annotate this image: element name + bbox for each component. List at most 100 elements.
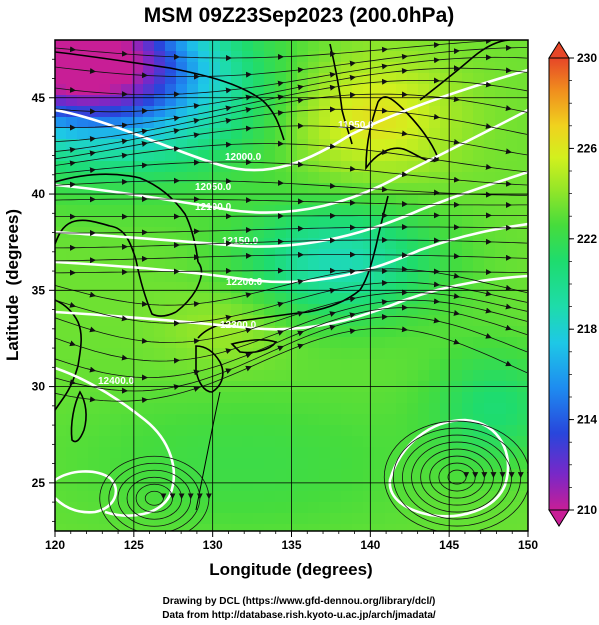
field-cell	[66, 491, 78, 503]
field-cell	[517, 51, 528, 63]
field-cell	[253, 73, 265, 85]
field-cell	[407, 51, 419, 63]
field-cell	[253, 315, 265, 327]
field-cell	[99, 359, 111, 371]
field-cell	[154, 425, 166, 437]
field-cell	[396, 502, 408, 514]
field-cell	[429, 260, 441, 272]
field-cell	[209, 51, 221, 63]
field-cell	[517, 183, 528, 195]
field-cell	[451, 480, 463, 492]
field-cell	[517, 491, 528, 503]
field-cell	[77, 40, 89, 52]
field-cell	[495, 128, 507, 140]
contour-line	[55, 68, 528, 172]
field-cell	[517, 403, 528, 415]
field-cell	[209, 282, 221, 294]
field-cell	[407, 194, 419, 206]
y-tick-label: 45	[32, 91, 46, 105]
field-cell	[88, 205, 100, 217]
field-cell	[231, 414, 243, 426]
field-cell	[319, 117, 331, 129]
field-cell	[330, 392, 342, 404]
field-cell	[462, 249, 474, 261]
x-axis-label: Longitude (degrees)	[209, 560, 372, 579]
field-cell	[253, 128, 265, 140]
field-cell	[352, 513, 364, 525]
field-cell	[77, 260, 89, 272]
field-cell	[55, 150, 67, 162]
wind-arrow	[349, 74, 356, 81]
field-cell	[55, 205, 67, 217]
field-cell	[462, 315, 474, 327]
wind-arrow	[505, 148, 512, 155]
field-cell	[165, 458, 177, 470]
field-cell	[297, 106, 309, 118]
field-cell	[429, 359, 441, 371]
field-cell	[418, 172, 430, 184]
x-tick-label: 125	[124, 538, 144, 552]
field-cell	[143, 414, 155, 426]
field-cell	[253, 359, 265, 371]
field-cell	[143, 524, 155, 531]
field-cell	[231, 150, 243, 162]
field-cell	[231, 370, 243, 382]
field-cell	[220, 106, 232, 118]
field-cell	[66, 348, 78, 360]
field-cell	[165, 370, 177, 382]
field-cell	[220, 183, 232, 195]
coastline-hokkaido	[365, 96, 439, 171]
field-cell	[275, 183, 287, 195]
field-cell	[297, 183, 309, 195]
field-cell	[418, 51, 430, 63]
field-cell	[242, 95, 254, 107]
field-cell	[264, 117, 276, 129]
field-cell	[297, 62, 309, 74]
field-cell	[462, 183, 474, 195]
field-cell	[143, 502, 155, 514]
field-cell	[396, 359, 408, 371]
field-cell	[506, 62, 518, 74]
field-cell	[341, 227, 353, 239]
field-cell	[385, 458, 397, 470]
field-cell	[517, 315, 528, 327]
field-cell	[440, 447, 452, 459]
field-cell	[55, 524, 67, 531]
field-cell	[330, 326, 342, 338]
field-cell	[77, 139, 89, 151]
field-cell	[121, 348, 133, 360]
field-cell	[154, 348, 166, 360]
field-cell	[275, 414, 287, 426]
field-cell	[242, 172, 254, 184]
field-cell	[220, 315, 232, 327]
field-cell	[429, 216, 441, 228]
field-cell	[77, 513, 89, 525]
field-cell	[198, 249, 210, 261]
field-cell	[165, 436, 177, 448]
field-cell	[88, 293, 100, 305]
field-cell	[99, 315, 111, 327]
field-cell	[55, 117, 67, 129]
field-cell	[319, 227, 331, 239]
field-cell	[264, 469, 276, 481]
field-cell	[242, 139, 254, 151]
field-cell	[242, 502, 254, 514]
field-cell	[330, 403, 342, 415]
field-cell	[374, 84, 386, 96]
field-cell	[242, 480, 254, 492]
field-cell	[187, 62, 199, 74]
field-cell	[341, 359, 353, 371]
field-cell	[330, 172, 342, 184]
x-tick-label: 140	[360, 538, 380, 552]
field-cell	[352, 194, 364, 206]
field-cell	[495, 282, 507, 294]
field-cell	[319, 370, 331, 382]
field-cell	[517, 62, 528, 74]
field-cell	[330, 370, 342, 382]
field-cell	[297, 337, 309, 349]
field-cell	[165, 216, 177, 228]
field-cell	[396, 271, 408, 283]
field-cell	[176, 62, 188, 74]
field-cell	[209, 84, 221, 96]
field-cell	[341, 183, 353, 195]
